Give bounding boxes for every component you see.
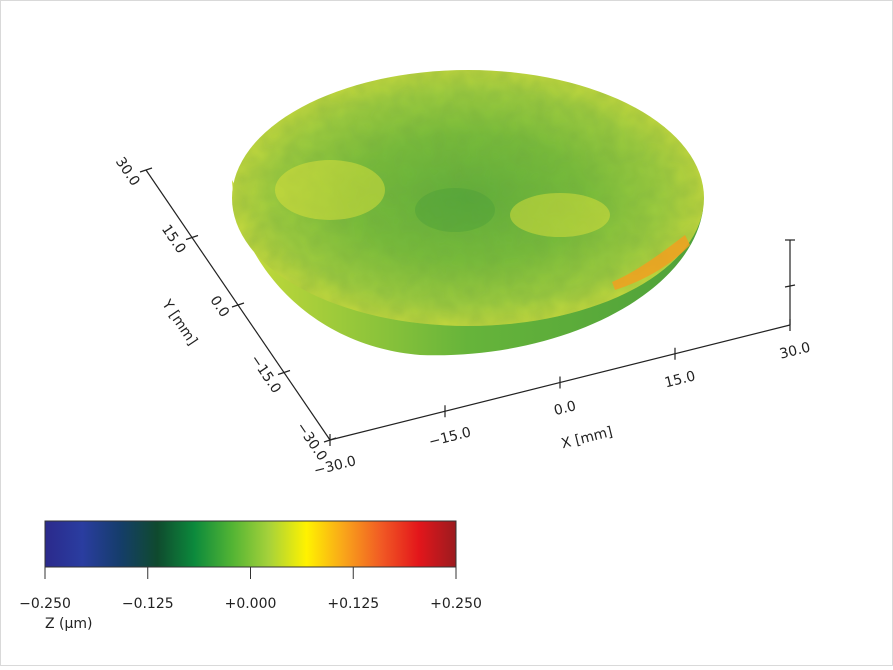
colorbar-bar [44,520,457,568]
z-axis-tick [784,284,796,288]
surface-yellow-patch [510,193,610,237]
y-axis-tick [323,437,337,443]
x-axis-tick-label: 15.0 [663,368,697,391]
surface-center-dip [415,188,495,232]
surface-top-texture [232,70,704,326]
surface-disc [232,70,704,356]
x-axis-tick-label: 0.0 [552,398,577,419]
y-axis-tick [139,167,153,173]
colorbar: −0.250 −0.125 +0.000 +0.125 +0.250 Z (µm) [19,520,482,632]
colorbar-tick-label: +0.250 [430,596,482,612]
surface-peak-edge [612,235,690,290]
colorbar-tick-label: −0.250 [19,596,71,612]
colorbar-tick-label: +0.000 [225,596,277,612]
colorbar-tick-label: −0.125 [122,596,174,612]
x-axis-tick-label: 30.0 [778,340,812,363]
colorbar-title: Z (µm) [45,616,93,632]
surface-yellow-patch [275,160,385,220]
surface-rim [232,180,703,356]
y-axis-tick [277,369,291,376]
y-axis-tick [185,234,199,241]
y-axis-tick [231,302,245,308]
colorbar-tick-label: +0.125 [327,596,379,612]
colorbar-ticks: −0.250 −0.125 +0.000 +0.125 +0.250 [19,567,482,612]
